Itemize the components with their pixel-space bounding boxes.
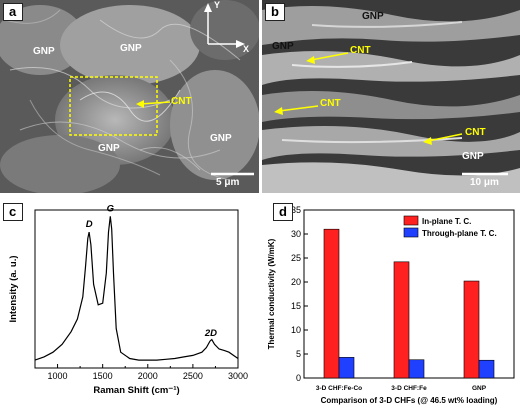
label-gnp-a2: GNP [120,43,142,54]
y-tick-label-d: 25 [291,253,301,263]
thermal-conductivity-chart: 0 5 10 15 20 25 30 35 Thermal conductivity (W/mK… [267,205,515,405]
peak-label-g: G [107,203,115,214]
bar-through-plane-0 [338,357,355,379]
y-tick-label-d: 35 [291,205,301,215]
x-tick-label-c: 1000 [48,371,68,381]
label-cnt-b3: CNT [465,127,486,138]
label-cnt-a: CNT [171,96,192,107]
y-tick-label-d: 5 [296,349,301,359]
scale-text-a: 5 μm [216,177,240,188]
y-tick-label-d: 15 [291,301,301,311]
peak-label-2d: 2D [204,328,217,339]
y-tick-label-d: 0 [296,373,301,383]
peak-label-d: D [86,219,93,230]
x-tick-label-c: 2500 [183,371,203,381]
panel-d: 0 5 10 15 20 25 30 35 Thermal conductivity (W/mK… [262,198,520,409]
raman-spectrum-line [34,216,239,361]
label-gnp-b1: GNP [362,11,384,22]
x-tick-label-c: 1500 [93,371,113,381]
label-gnp-a3: GNP [98,143,120,154]
zoom-box [69,76,158,136]
panel-c: 1000 1500 2000 2500 3000 Raman Shift (cm⁻¹) In… [0,198,259,409]
legend-swatch-0 [403,215,419,226]
sem-texture-b [262,0,520,193]
panel-letter-c: c [9,204,17,219]
legend-label-0: In-plane T. C. [422,217,471,226]
raman-chart: 1000 1500 2000 2500 3000 Raman Shift (cm⁻¹) In… [8,203,248,396]
x-tick-label-c: 2000 [138,371,158,381]
axis-label-y-a: Y [214,0,221,10]
sem-image-b [262,0,520,193]
panel-letter-b-box [265,3,285,21]
sem-texture-a [0,0,259,193]
sem-image-a [0,0,259,193]
x-axis-label-d: Comparison of 3-D CHFs (@ 46.5 wt% loadi… [321,396,498,405]
label-gnp-a4: GNP [210,133,232,144]
panel-letter-a: a [9,4,17,19]
scale-text-b: 10 μm [470,177,499,188]
legend-swatch-1 [403,227,419,238]
bar-through-plane-1 [408,359,425,379]
x-axis-label-c: Raman Shift (cm⁻¹) [93,385,179,396]
bar-through-plane-2 [478,359,495,379]
label-gnp-b3: GNP [462,151,484,162]
x-tick-label-c: 3000 [228,371,248,381]
y-tick-label-d: 20 [291,277,301,287]
legend-label-1: Through-plane T. C. [422,229,497,238]
axis-label-x-a: X [243,44,250,54]
panel-letter-a-box [3,3,23,21]
x-category-label-d: GNP [472,385,487,392]
x-category-label-d: 3-D CHF:Fe [391,385,427,392]
y-axis-label-d: Thermal conductivity (W/mK) [267,238,276,349]
panel-letter-d: d [279,204,287,219]
panel-letter-d-box [273,203,293,221]
label-gnp-b2: GNP [272,41,294,52]
label-cnt-b1: CNT [350,45,371,56]
label-gnp-a1: GNP [33,46,55,57]
y-tick-label-d: 10 [291,325,301,335]
panel-letter-c-box [3,203,23,221]
x-category-label-d: 3-D CHF:Fe-Co [316,385,362,392]
label-cnt-b2: CNT [320,98,341,109]
y-axis-label-c: Intensity (a. u.) [8,255,19,322]
panel-letter-b: b [271,4,279,19]
plot-frame-c [34,209,239,369]
bar-in-plane-0 [323,228,340,379]
y-tick-label-d: 30 [291,229,301,239]
bar-in-plane-1 [393,261,410,379]
bar-in-plane-2 [463,280,480,379]
